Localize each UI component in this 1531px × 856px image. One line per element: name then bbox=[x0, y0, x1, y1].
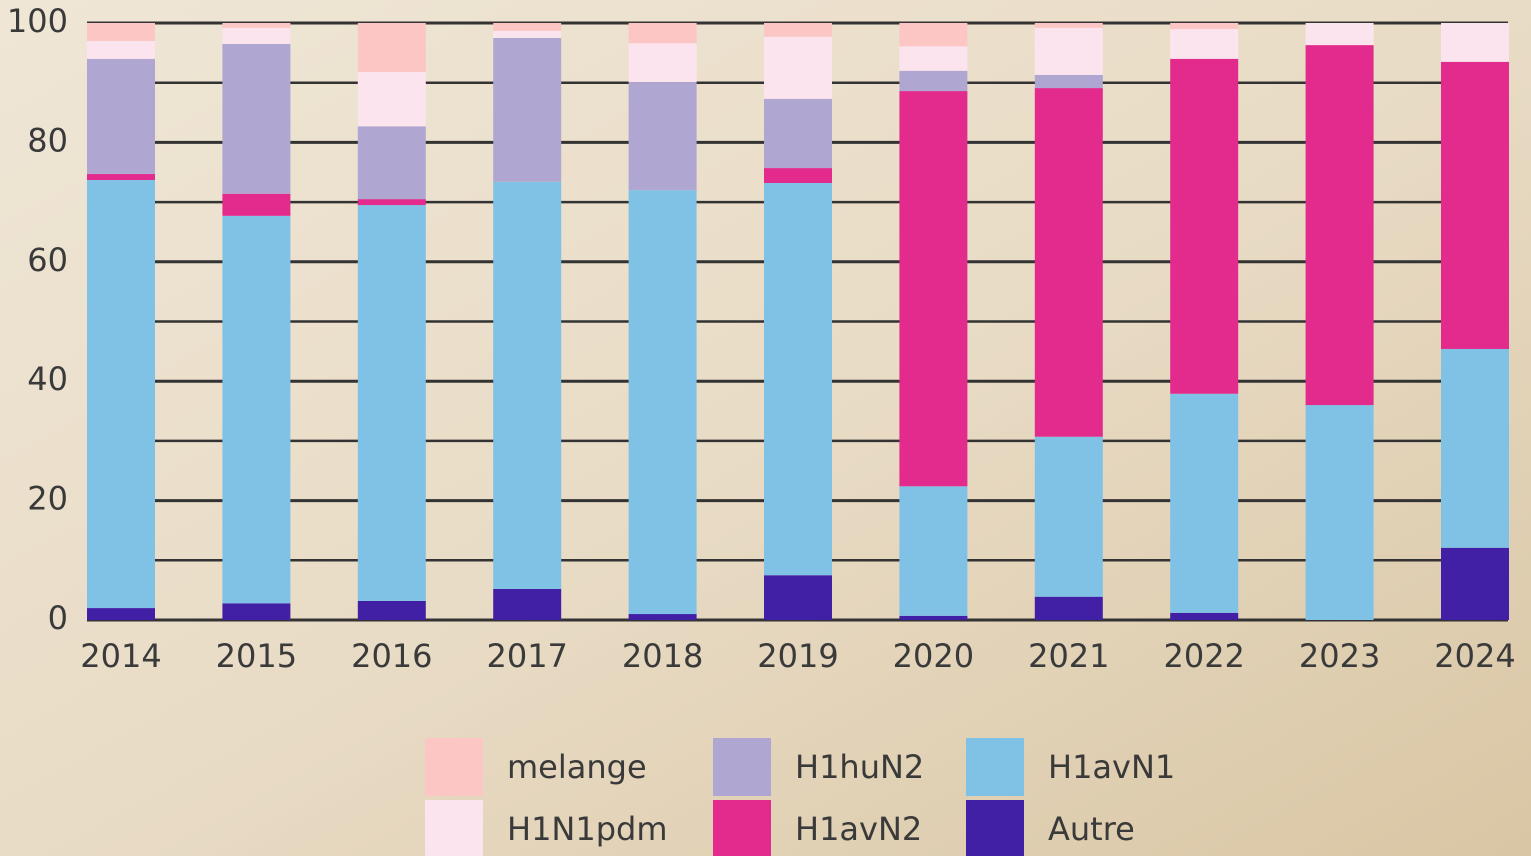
bar-segment bbox=[222, 44, 290, 194]
chart: 0 20 40 60 80 100 2014 2015 2016 2017 2018 2019 2020… bbox=[0, 0, 1531, 856]
bar-segment bbox=[899, 486, 967, 616]
legend-label: Autre bbox=[1048, 810, 1135, 848]
bar-segment bbox=[1035, 597, 1103, 620]
legend-swatch bbox=[966, 800, 1024, 856]
x-tick-label: 2015 bbox=[216, 637, 297, 675]
bar-segment bbox=[222, 23, 290, 28]
bar-segment bbox=[222, 194, 290, 216]
legend-label: H1avN1 bbox=[1048, 748, 1175, 786]
bar-segment bbox=[1306, 45, 1374, 405]
legend-swatch bbox=[713, 738, 771, 796]
legend-label: H1avN2 bbox=[795, 810, 922, 848]
bar-segment bbox=[1035, 28, 1103, 75]
bar-segment bbox=[899, 23, 967, 46]
x-tick-label: 2019 bbox=[757, 637, 838, 675]
bar-segment bbox=[1441, 23, 1509, 62]
bar-segment bbox=[899, 616, 967, 620]
x-tick-label: 2020 bbox=[893, 637, 974, 675]
bar-segment bbox=[629, 23, 697, 43]
bar-segment bbox=[899, 71, 967, 91]
bar-segment bbox=[1170, 59, 1238, 394]
bar-segment bbox=[1441, 349, 1509, 548]
x-tick-label: 2016 bbox=[351, 637, 432, 675]
bar-segment bbox=[764, 37, 832, 99]
bar-segment bbox=[1441, 62, 1509, 349]
x-tick-label: 2014 bbox=[80, 637, 161, 675]
bar-segment bbox=[899, 91, 967, 486]
bar-segment bbox=[87, 23, 155, 41]
legend-label: H1huN2 bbox=[795, 748, 924, 786]
x-tick-label: 2017 bbox=[486, 637, 567, 675]
bar-segment bbox=[358, 601, 426, 620]
bar-segment bbox=[222, 603, 290, 620]
bar-segment bbox=[764, 575, 832, 620]
bar-segment bbox=[629, 43, 697, 82]
bar-segment bbox=[629, 190, 697, 614]
x-tick-label: 2024 bbox=[1434, 637, 1515, 675]
bar-segment bbox=[222, 216, 290, 603]
bar-segment bbox=[87, 180, 155, 608]
bar-segment bbox=[87, 59, 155, 174]
bar-segment bbox=[1035, 88, 1103, 437]
bar-segment bbox=[493, 38, 561, 182]
bar-segment bbox=[222, 28, 290, 44]
bar-segment bbox=[764, 168, 832, 183]
x-tick-label: 2023 bbox=[1299, 637, 1380, 675]
bar-segment bbox=[1170, 29, 1238, 59]
legend-swatch bbox=[425, 800, 483, 856]
bar-segment bbox=[1170, 23, 1238, 29]
bar-segment bbox=[1441, 548, 1509, 620]
y-tick-label: 40 bbox=[27, 360, 68, 398]
legend-swatch bbox=[966, 738, 1024, 796]
bar-segment bbox=[358, 199, 426, 205]
bar-segment bbox=[1035, 23, 1103, 28]
bar-segment bbox=[87, 174, 155, 180]
y-tick-label: 0 bbox=[48, 599, 68, 637]
x-tick-label: 2018 bbox=[622, 637, 703, 675]
x-tick-label: 2021 bbox=[1028, 637, 1109, 675]
y-tick-label: 80 bbox=[27, 121, 68, 159]
y-tick-label: 100 bbox=[7, 2, 68, 40]
bar-segment bbox=[358, 126, 426, 199]
legend-label: H1N1pdm bbox=[507, 810, 668, 848]
bar-segment bbox=[1170, 394, 1238, 613]
bar-segment bbox=[493, 182, 561, 589]
bar-segment bbox=[87, 41, 155, 59]
legend-label: melange bbox=[507, 748, 647, 786]
bar-segment bbox=[493, 589, 561, 620]
bar-segment bbox=[358, 205, 426, 601]
legend-swatch bbox=[425, 738, 483, 796]
bar-segment bbox=[629, 82, 697, 190]
bar-segment bbox=[493, 31, 561, 38]
y-tick-label: 60 bbox=[27, 241, 68, 279]
bar-segment bbox=[764, 183, 832, 575]
bar-segment bbox=[1035, 75, 1103, 88]
bar-segment bbox=[764, 23, 832, 37]
x-tick-label: 2022 bbox=[1163, 637, 1244, 675]
bar-segment bbox=[764, 99, 832, 168]
bar-segment bbox=[1306, 405, 1374, 620]
bar-segment bbox=[899, 46, 967, 70]
bar-segment bbox=[1306, 23, 1374, 45]
bar-segment bbox=[1035, 437, 1103, 597]
bar-segment bbox=[493, 23, 561, 31]
bar-segment bbox=[1170, 613, 1238, 620]
y-tick-label: 20 bbox=[27, 480, 68, 518]
bar-segment bbox=[358, 23, 426, 72]
legend-swatch bbox=[713, 800, 771, 856]
bar-segment bbox=[87, 608, 155, 620]
bar-segment bbox=[629, 614, 697, 620]
bar-segment bbox=[358, 72, 426, 126]
